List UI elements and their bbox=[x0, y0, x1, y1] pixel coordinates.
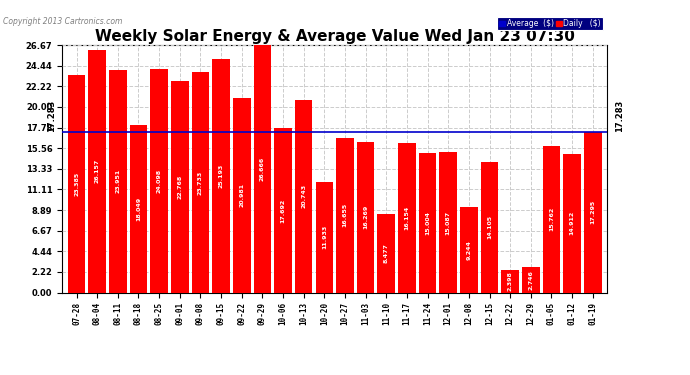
Text: 17.283: 17.283 bbox=[48, 100, 57, 132]
Text: 18.049: 18.049 bbox=[136, 197, 141, 221]
Text: 9.244: 9.244 bbox=[466, 240, 471, 260]
Bar bbox=[522, 267, 540, 292]
Text: 16.154: 16.154 bbox=[404, 206, 409, 230]
Text: 15.087: 15.087 bbox=[446, 210, 451, 234]
Bar bbox=[130, 125, 147, 292]
Text: 15.762: 15.762 bbox=[549, 207, 554, 231]
Text: 23.385: 23.385 bbox=[74, 172, 79, 196]
Bar bbox=[213, 59, 230, 292]
Bar bbox=[440, 153, 457, 292]
Text: 24.098: 24.098 bbox=[157, 169, 161, 193]
Bar bbox=[192, 72, 209, 292]
Bar bbox=[542, 146, 560, 292]
Text: 26.666: 26.666 bbox=[260, 157, 265, 181]
Bar bbox=[254, 45, 271, 292]
Text: 14.105: 14.105 bbox=[487, 215, 492, 239]
Bar bbox=[233, 98, 250, 292]
Text: 17.283: 17.283 bbox=[615, 100, 624, 132]
Text: 22.768: 22.768 bbox=[177, 175, 182, 199]
Text: 11.933: 11.933 bbox=[322, 225, 327, 249]
Bar bbox=[315, 182, 333, 292]
Text: 14.912: 14.912 bbox=[570, 211, 575, 236]
Bar bbox=[109, 70, 127, 292]
Text: 23.733: 23.733 bbox=[198, 170, 203, 195]
Text: 26.157: 26.157 bbox=[95, 159, 99, 183]
Bar bbox=[171, 81, 188, 292]
Bar bbox=[274, 128, 292, 292]
Text: 2.398: 2.398 bbox=[508, 272, 513, 291]
Bar bbox=[481, 162, 498, 292]
Title: Weekly Solar Energy & Average Value Wed Jan 23 07:30: Weekly Solar Energy & Average Value Wed … bbox=[95, 29, 575, 44]
Bar bbox=[377, 214, 395, 292]
Text: 8.477: 8.477 bbox=[384, 243, 388, 263]
Bar bbox=[68, 75, 86, 292]
Text: 15.004: 15.004 bbox=[425, 211, 430, 235]
Bar bbox=[419, 153, 436, 292]
Bar bbox=[88, 50, 106, 292]
Legend: Average  ($), Daily   ($): Average ($), Daily ($) bbox=[497, 16, 603, 30]
Text: 20.743: 20.743 bbox=[301, 184, 306, 209]
Bar bbox=[563, 154, 581, 292]
Bar bbox=[502, 270, 519, 292]
Bar bbox=[336, 138, 354, 292]
Text: 17.692: 17.692 bbox=[281, 198, 286, 222]
Text: Copyright 2013 Cartronics.com: Copyright 2013 Cartronics.com bbox=[3, 17, 123, 26]
Bar bbox=[584, 132, 602, 292]
Text: 16.269: 16.269 bbox=[363, 205, 368, 229]
Text: 23.951: 23.951 bbox=[115, 169, 120, 194]
Text: 25.193: 25.193 bbox=[219, 164, 224, 188]
Bar bbox=[460, 207, 477, 292]
Bar bbox=[398, 142, 415, 292]
Bar bbox=[357, 141, 375, 292]
Bar bbox=[295, 100, 313, 292]
Text: 2.746: 2.746 bbox=[529, 270, 533, 290]
Text: 17.295: 17.295 bbox=[590, 200, 595, 224]
Text: 16.655: 16.655 bbox=[342, 203, 348, 227]
Text: 20.981: 20.981 bbox=[239, 183, 244, 207]
Bar bbox=[150, 69, 168, 292]
